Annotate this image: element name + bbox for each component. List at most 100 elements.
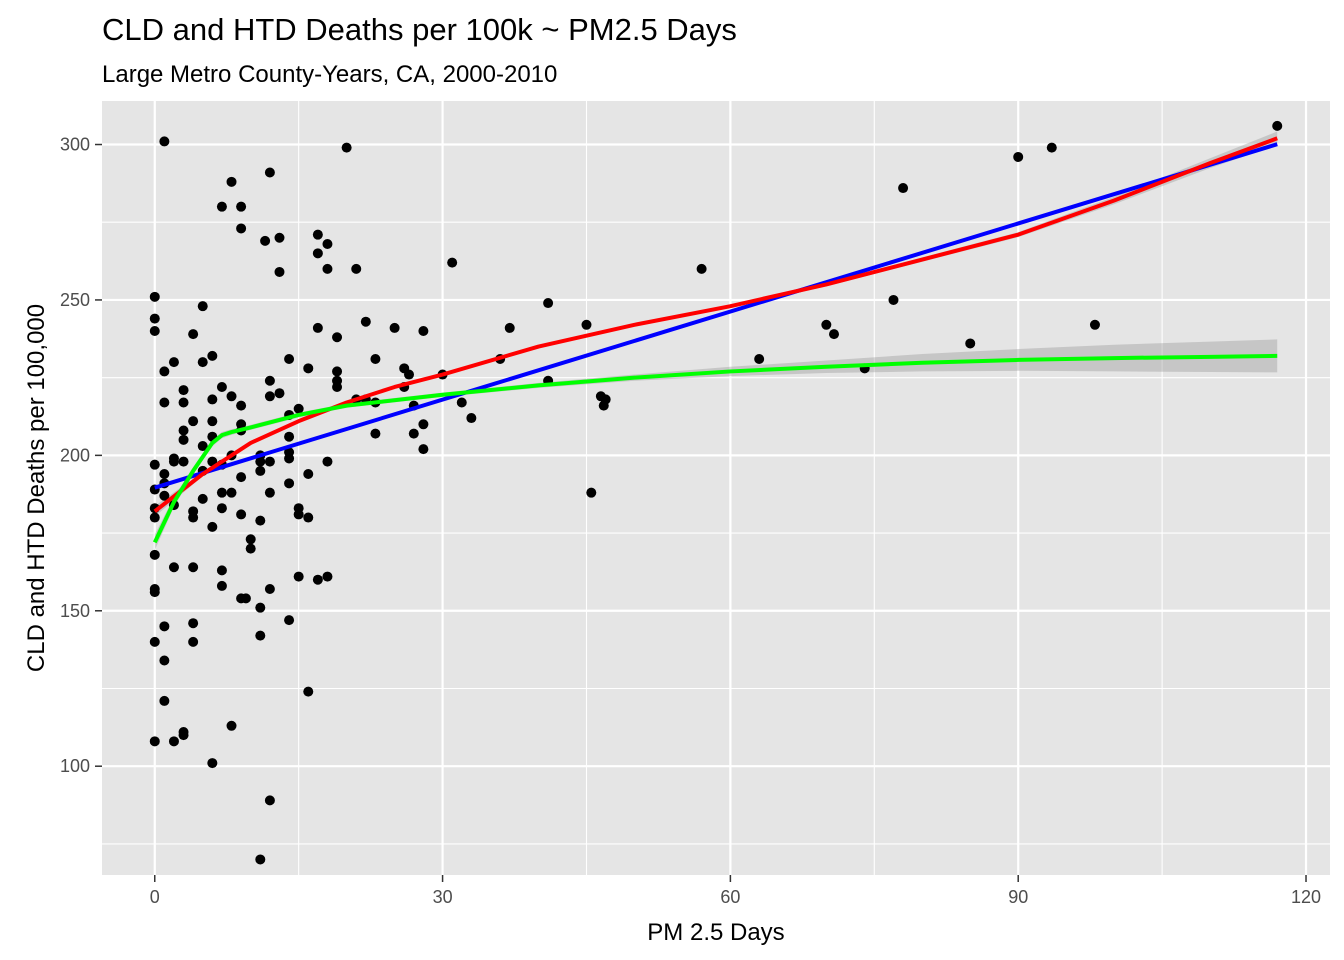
data-point (178, 397, 189, 408)
data-point (188, 329, 199, 340)
data-point (264, 167, 275, 178)
data-point (216, 565, 227, 576)
data-point (216, 580, 227, 591)
data-point (226, 176, 237, 187)
data-point (293, 509, 304, 520)
y-tick-label: 100 (60, 756, 90, 776)
data-point (447, 257, 458, 268)
data-point (236, 223, 247, 234)
data-point (207, 521, 218, 532)
data-point (1272, 120, 1283, 131)
data-point (322, 263, 333, 274)
data-point (216, 503, 227, 514)
data-point (207, 758, 218, 769)
data-point (240, 593, 251, 604)
data-point (149, 512, 160, 523)
data-point (274, 388, 285, 399)
data-point (312, 574, 323, 585)
data-point (207, 350, 218, 361)
data-point (370, 354, 381, 364)
data-point (322, 571, 333, 582)
data-point (322, 238, 333, 249)
data-point (754, 354, 765, 364)
data-point (370, 428, 381, 439)
data-point (821, 319, 832, 330)
data-point (284, 478, 295, 489)
data-point (418, 419, 429, 430)
data-point (236, 400, 247, 411)
data-point (255, 630, 266, 641)
data-point (168, 357, 179, 368)
data-point (178, 385, 189, 396)
data-point (303, 512, 314, 523)
data-point (312, 229, 323, 240)
data-point (197, 441, 208, 452)
plot-panel (102, 101, 1330, 875)
data-point (264, 391, 275, 402)
data-point (543, 298, 554, 309)
data-point (188, 416, 199, 427)
y-axis-title: CLD and HTD Deaths per 100,000 (23, 304, 50, 672)
major-gridlines (102, 101, 1330, 875)
data-point (408, 428, 419, 439)
x-tick-label: 30 (433, 887, 453, 907)
data-point (197, 301, 208, 312)
data-point (360, 316, 371, 327)
data-point (322, 456, 333, 467)
data-point (178, 456, 189, 467)
x-tick-label: 120 (1291, 887, 1321, 907)
data-point (245, 534, 256, 545)
data-point (149, 459, 160, 470)
data-point (341, 142, 352, 153)
data-point (178, 727, 189, 738)
data-point (264, 584, 275, 595)
data-point (149, 291, 160, 302)
data-point (159, 397, 170, 408)
data-point (389, 322, 400, 333)
data-point (168, 736, 179, 747)
chart-title: CLD and HTD Deaths per 100k ~ PM2.5 Days (102, 12, 737, 47)
data-point (284, 615, 295, 626)
x-tick-label: 90 (1008, 887, 1028, 907)
data-point (284, 453, 295, 464)
data-point (159, 621, 170, 632)
data-point (332, 366, 343, 377)
data-point (264, 487, 275, 498)
x-tick-label: 0 (150, 887, 160, 907)
data-point (255, 602, 266, 613)
data-point (332, 381, 343, 392)
data-point (149, 313, 160, 324)
data-point (1046, 142, 1057, 153)
chart-subtitle: Large Metro County-Years, CA, 2000-2010 (102, 61, 557, 88)
data-point (274, 266, 285, 277)
data-point (1089, 319, 1100, 330)
data-point (159, 366, 170, 377)
data-point (303, 469, 314, 480)
data-point (332, 332, 343, 343)
x-tick-label: 60 (720, 887, 740, 907)
data-point (149, 587, 160, 598)
y-axis: 100 150 200 250 300 (60, 135, 102, 776)
data-point (255, 515, 266, 526)
data-point (293, 571, 304, 582)
data-point (293, 403, 304, 414)
data-point (418, 444, 429, 455)
y-tick-label: 150 (60, 601, 90, 621)
data-point (404, 369, 414, 380)
data-point (168, 456, 179, 467)
data-point (188, 562, 199, 573)
y-tick-label: 200 (60, 445, 90, 465)
data-point (504, 322, 515, 333)
data-point (226, 487, 237, 498)
data-point (965, 338, 976, 349)
data-point (216, 381, 227, 392)
data-point (197, 357, 208, 368)
data-point (207, 416, 218, 427)
data-point (168, 562, 179, 573)
data-point (236, 509, 247, 520)
data-point (149, 636, 160, 647)
data-point (245, 543, 256, 554)
data-point (418, 326, 429, 337)
data-point (456, 397, 467, 408)
y-tick-label: 250 (60, 290, 90, 310)
